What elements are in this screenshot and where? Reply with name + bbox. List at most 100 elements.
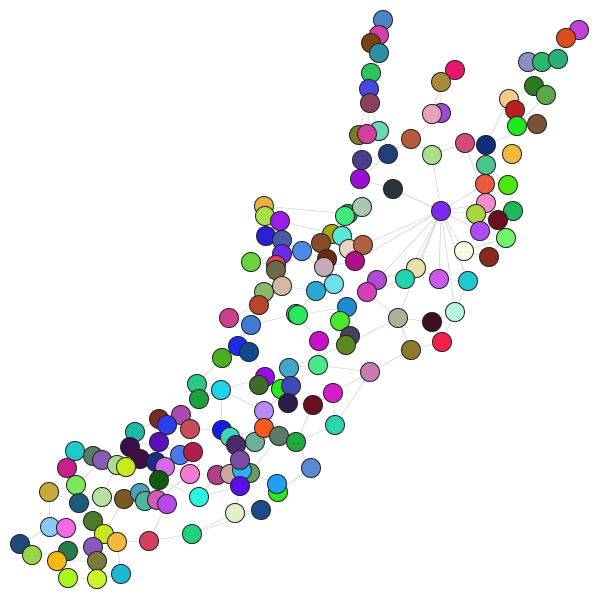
graph-edge — [438, 210, 442, 280]
graph-node — [83, 511, 103, 531]
graph-node — [466, 204, 486, 224]
graph-node — [498, 175, 518, 195]
graph-node — [496, 228, 516, 248]
graph-node — [395, 269, 415, 289]
graph-node — [239, 342, 259, 362]
graph-node — [189, 389, 209, 409]
graph-node — [536, 85, 556, 105]
graph-node — [87, 569, 107, 589]
graph-node — [254, 401, 274, 421]
graph-node — [527, 114, 547, 134]
graph-node — [111, 564, 131, 584]
graph-node — [548, 49, 568, 69]
graph-node — [401, 129, 421, 149]
graph-node — [157, 415, 177, 435]
graph-node — [157, 494, 177, 514]
graph-node — [445, 60, 465, 80]
graph-node — [422, 312, 442, 332]
graph-node — [288, 305, 308, 325]
graph-node — [278, 393, 298, 413]
graph-node — [230, 450, 250, 470]
graph-node — [230, 476, 250, 496]
graph-node — [476, 135, 496, 155]
graph-node — [314, 257, 334, 277]
graph-edge — [191, 509, 262, 535]
graph-node — [225, 503, 245, 523]
graph-edge — [362, 210, 442, 246]
graph-node — [335, 206, 355, 226]
graph-node — [249, 295, 269, 315]
graph-node — [306, 281, 326, 301]
graph-node — [369, 43, 389, 63]
graph-node — [212, 348, 232, 368]
graph-edge — [334, 371, 371, 426]
graph-edge — [376, 210, 442, 281]
graph-node — [479, 247, 499, 267]
graph-node — [57, 458, 77, 478]
graph-node — [309, 331, 329, 351]
graph-node — [270, 211, 290, 231]
graph-node — [454, 241, 474, 261]
graph-node — [139, 531, 159, 551]
graph-node — [87, 551, 107, 571]
graph-node — [357, 124, 377, 144]
graph-node — [429, 269, 449, 289]
graph-node — [345, 251, 365, 271]
graph-node — [324, 274, 344, 294]
graph-node — [22, 545, 42, 565]
graph-node — [352, 150, 372, 170]
graph-node — [360, 93, 380, 113]
graph-node — [431, 72, 451, 92]
graph-node — [556, 28, 576, 48]
graph-node — [47, 551, 67, 571]
graph-node — [360, 362, 380, 382]
graph-node — [182, 524, 202, 544]
graph-node — [281, 376, 301, 396]
graph-node — [116, 457, 136, 477]
graph-node — [107, 532, 127, 552]
graph-node — [56, 518, 76, 538]
graph-node — [422, 145, 442, 165]
graph-node — [336, 335, 356, 355]
graph-node — [388, 308, 408, 328]
graph-node — [267, 474, 287, 494]
graph-node — [65, 441, 85, 461]
graph-node — [180, 419, 200, 439]
graph-node — [303, 395, 323, 415]
graph-node — [475, 174, 495, 194]
graph-node — [323, 383, 343, 403]
graph-node — [180, 464, 200, 484]
graph-node — [378, 144, 398, 164]
graph-node — [272, 276, 292, 296]
graph-node — [325, 415, 345, 435]
graph-node — [401, 340, 421, 360]
graph-node — [352, 197, 372, 217]
graph-node — [92, 487, 112, 507]
graph-edge — [440, 210, 456, 313]
graph-node — [383, 179, 403, 199]
graph-node — [353, 235, 373, 255]
graph-node — [286, 432, 306, 452]
graph-node — [432, 332, 452, 352]
graph-node — [458, 271, 478, 291]
graph-edge — [263, 205, 349, 215]
graph-node — [149, 470, 169, 490]
graph-node — [219, 308, 239, 328]
graph-node — [251, 500, 271, 520]
graph-node — [211, 380, 231, 400]
graph-node — [171, 405, 191, 425]
graph-node — [241, 315, 261, 335]
graph-node — [357, 282, 377, 302]
graph-node — [183, 442, 203, 462]
graph-node — [476, 155, 496, 175]
graph-edge — [415, 210, 442, 269]
graph-node — [249, 375, 269, 395]
graph-node — [330, 311, 350, 331]
graph-node — [58, 568, 78, 588]
graph-node — [431, 201, 451, 221]
graph-node — [241, 252, 261, 272]
nodes-layer — [10, 10, 589, 589]
graph-node — [149, 432, 169, 452]
graph-node — [66, 475, 86, 495]
